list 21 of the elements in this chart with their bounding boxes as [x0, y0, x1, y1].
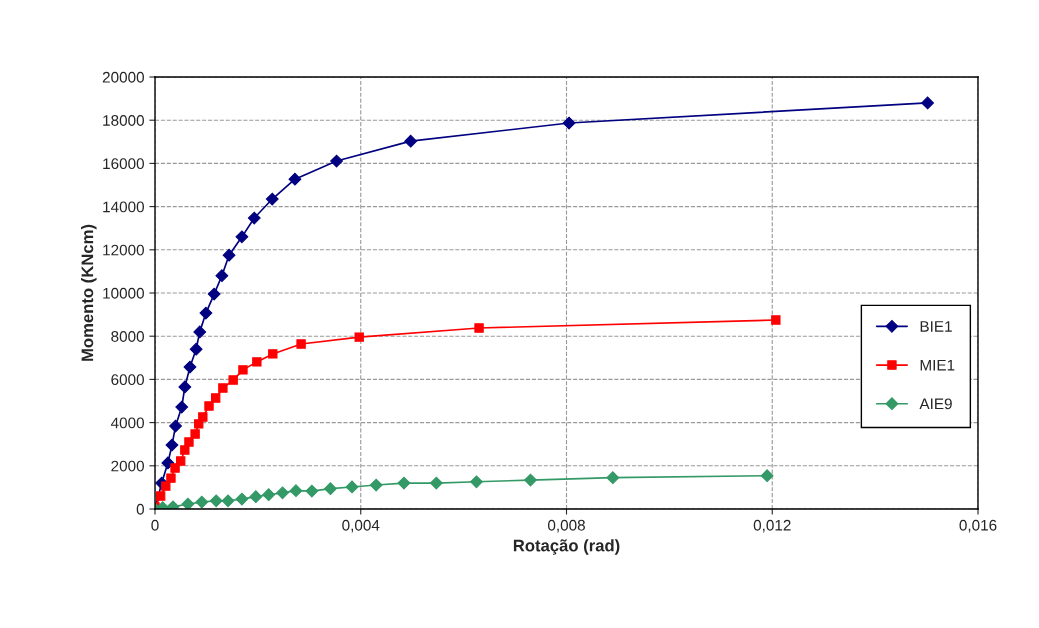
y-tick-label: 4000	[110, 417, 144, 429]
legend-label: AIE9	[919, 398, 952, 410]
y-tick-label: 2000	[111, 460, 144, 472]
y-tick-label: 10000	[103, 287, 144, 299]
y-axis-title: Momento (KNcm)	[81, 224, 97, 361]
x-axis-title: Rotação (rad)	[513, 539, 620, 555]
x-tick-label: 0,004	[342, 519, 380, 533]
x-tick-label: 0,008	[547, 519, 585, 533]
x-tick-label: 0,012	[753, 519, 791, 533]
x-tick-label: 0,016	[959, 519, 997, 533]
y-tick-label: 6000	[111, 374, 144, 386]
y-tick-label: 8000	[111, 331, 144, 342]
y-tick-label: 20000	[102, 71, 144, 83]
legend-label: MIE1	[920, 359, 955, 371]
y-tick-label: 0	[136, 503, 144, 515]
y-tick-label: 12000	[103, 244, 144, 256]
x-tick-label: 0	[151, 519, 159, 531]
legend-label: BIE1	[920, 321, 952, 332]
y-tick-label: 14000	[103, 201, 144, 213]
y-tick-label: 16000	[103, 158, 144, 170]
y-tick-label: 18000	[103, 115, 144, 126]
